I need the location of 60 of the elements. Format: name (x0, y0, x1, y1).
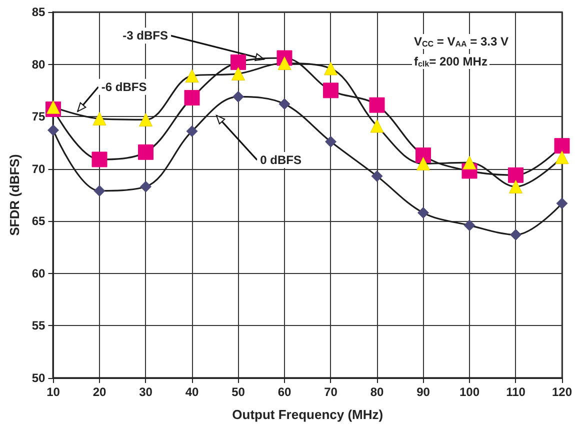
point (232, 90, 244, 102)
point (464, 220, 476, 232)
point (322, 82, 338, 98)
point (94, 185, 106, 197)
x-tick-label: 70 (324, 385, 338, 399)
point (555, 150, 569, 164)
y-tick-label: 80 (32, 57, 46, 72)
y-tick-label: 50 (32, 371, 46, 385)
point (417, 207, 429, 219)
point (140, 180, 152, 192)
x-tick-label: 30 (139, 385, 153, 399)
point (510, 228, 522, 240)
point (324, 136, 336, 148)
point (371, 170, 383, 182)
point (231, 66, 245, 80)
point (46, 100, 60, 114)
y-tick-label: 60 (32, 266, 46, 280)
point (138, 144, 154, 160)
point (48, 124, 59, 136)
point (138, 112, 152, 126)
x-tick-label: 50 (232, 385, 246, 399)
annotation: VCC = VAA = 3.3 V (414, 34, 508, 48)
x-tick-label: 90 (416, 385, 430, 399)
point (554, 138, 570, 154)
y-tick-label: 85 (32, 5, 46, 19)
x-tick-label: 60 (278, 385, 292, 399)
point (462, 156, 476, 170)
text: 0 dBFS (260, 152, 302, 167)
series-label: -6 dBFS (101, 80, 147, 94)
x-tick-label: 20 (92, 385, 106, 399)
x-tick-label: 10 (46, 385, 60, 399)
point (92, 152, 108, 168)
y-axis-title: SFDR (dBFS) (7, 154, 22, 236)
point (369, 97, 385, 113)
text: -3 dBFS (122, 28, 168, 43)
x-tick-label: 80 (370, 385, 384, 399)
point (324, 62, 338, 76)
point (556, 198, 568, 210)
y-tick-label: 75 (32, 110, 46, 124)
point (278, 56, 292, 70)
annotation: fclk= 200 MHz (414, 54, 488, 68)
point (415, 148, 431, 164)
point (508, 180, 522, 194)
x-tick-label: 120 (552, 385, 572, 399)
x-tick-label: 100 (459, 385, 480, 399)
x-tick-label: 110 (506, 385, 526, 399)
point (230, 54, 246, 70)
point (92, 112, 106, 126)
point (508, 167, 524, 183)
y-tick-label: 55 (32, 318, 46, 333)
y-tick-label: 70 (32, 162, 46, 176)
point (416, 156, 430, 170)
x-tick-label: 40 (185, 385, 199, 399)
y-tick-label: 65 (32, 214, 46, 228)
point (370, 119, 384, 133)
point (185, 69, 199, 83)
point (278, 98, 290, 110)
point (184, 90, 200, 106)
point (186, 125, 198, 137)
x-axis-title: Output Frequency (MHz) (232, 407, 384, 422)
